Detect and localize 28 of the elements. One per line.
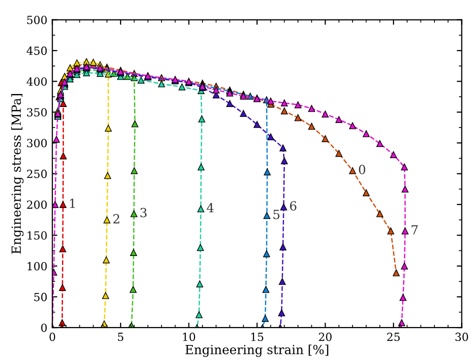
y-tick-label: 250	[27, 170, 47, 178]
y-tick-label: 50	[34, 292, 47, 302]
y-tick-label: 450	[26, 46, 47, 55]
series-label: 7	[412, 225, 418, 234]
y-tick-label: 200	[27, 200, 47, 209]
y-tick-label: 0	[41, 324, 47, 332]
y-tick-label: 300	[27, 138, 47, 148]
y-tick-label: 150	[28, 231, 47, 240]
x-tick-label: 5	[118, 332, 124, 342]
x-tick-label: 25	[387, 332, 400, 342]
y-axis-title: Engineering stress [MPa]	[11, 94, 24, 254]
y-tick-label: 400	[26, 77, 47, 86]
series-label: 5	[273, 210, 280, 220]
x-tick-label: 10	[183, 332, 196, 342]
x-tick-label: 0	[50, 332, 56, 342]
y-tick-label: 350	[27, 108, 47, 117]
series-label: 0	[358, 164, 366, 174]
series-label: 3	[140, 208, 147, 218]
series-label: 4	[206, 202, 214, 212]
series-label: 1	[70, 198, 75, 208]
x-tick-label: 30	[456, 332, 468, 342]
x-axis-title: Engineering strain [%]	[185, 344, 328, 357]
series-label: 6	[290, 201, 296, 211]
x-tick-label: 15	[251, 332, 264, 342]
y-tick-label: 500	[27, 16, 47, 24]
series-label: 2	[113, 214, 120, 224]
x-tick-label: 20	[318, 332, 332, 342]
y-tick-label: 100	[28, 262, 47, 270]
